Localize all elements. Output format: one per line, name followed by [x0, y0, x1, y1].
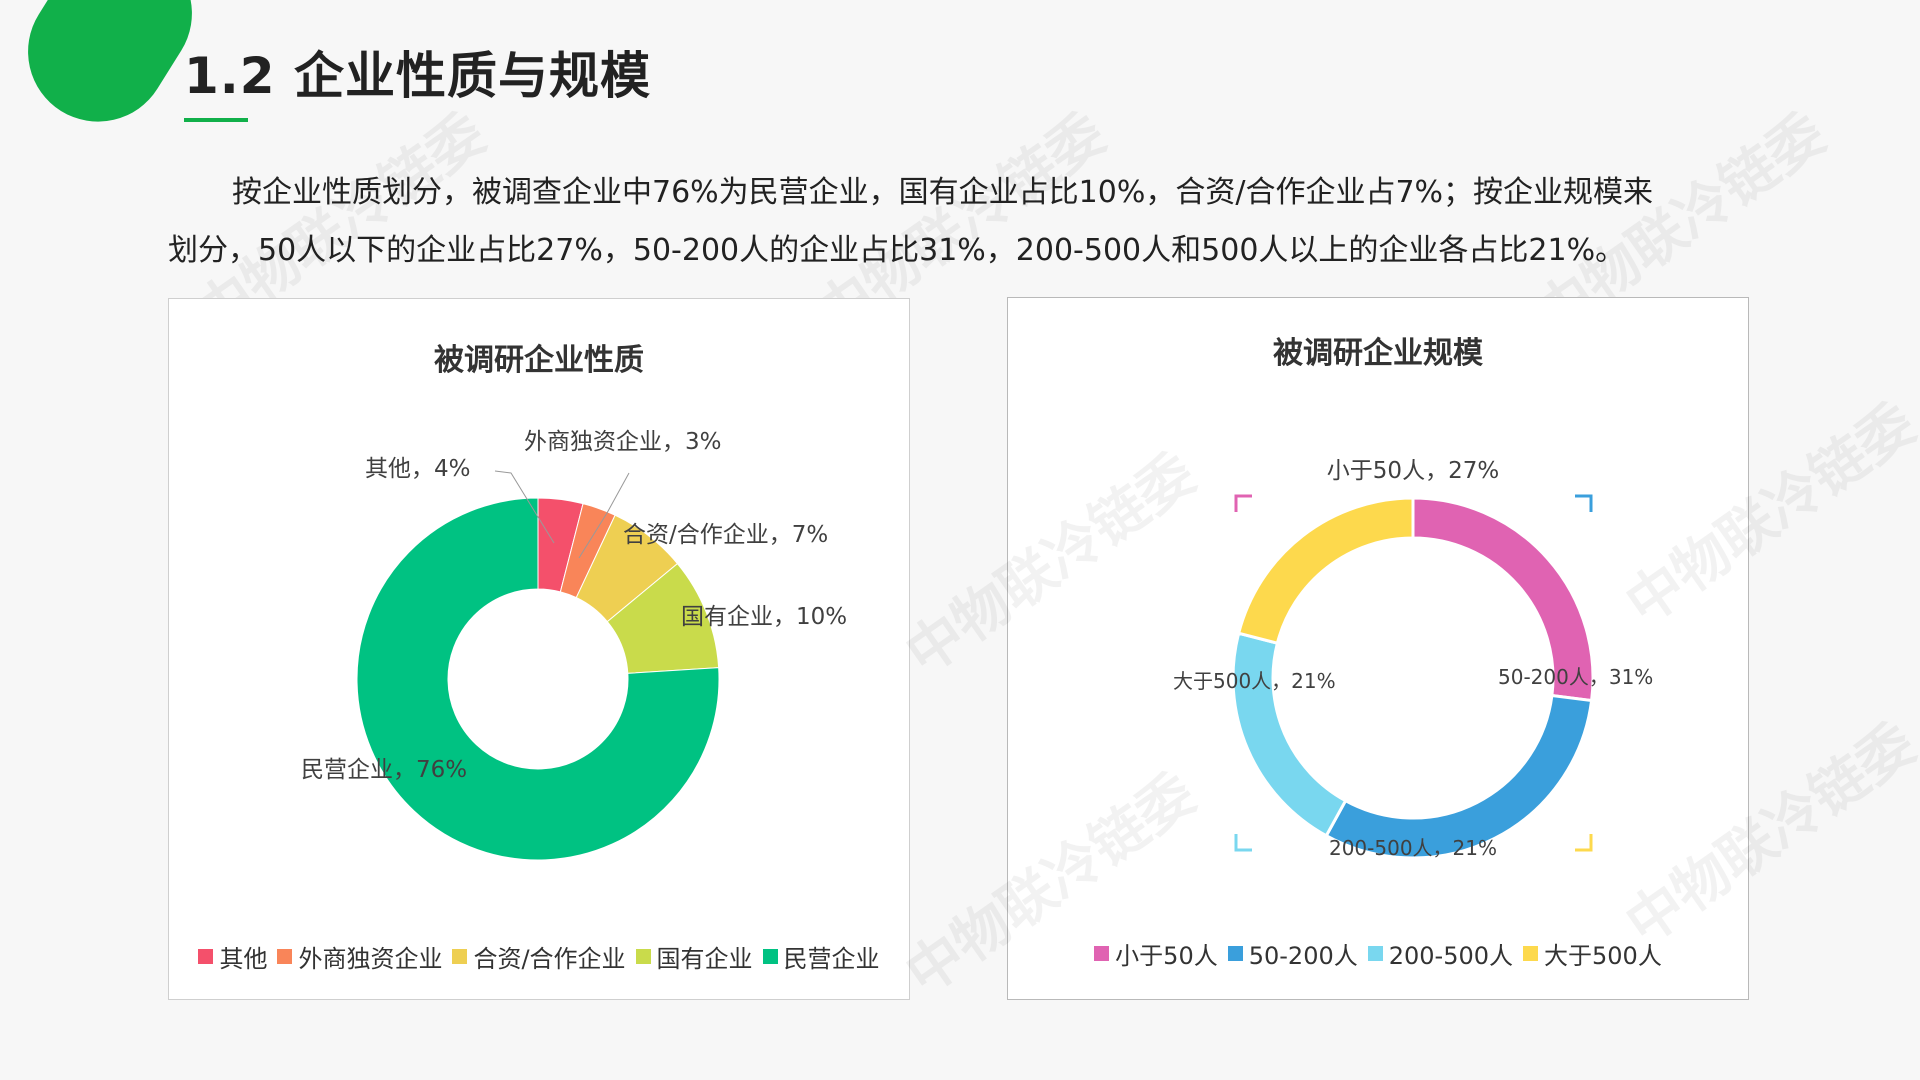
- intro-paragraph: 按企业性质划分，被调查企业中76%为民营企业，国有企业占比10%，合资/合作企业…: [168, 164, 1748, 280]
- data-label: 50-200人，31%: [1498, 665, 1653, 689]
- legend-swatch: [1523, 946, 1539, 961]
- leader-line: [494, 470, 555, 544]
- legend-swatch: [1227, 946, 1243, 961]
- data-label: 其他，4%: [365, 456, 471, 482]
- legend-item-国有企业: 国有企业: [635, 939, 753, 974]
- slice-200-500人: [1231, 631, 1348, 838]
- legend-item-50-200人: 50-200人: [1227, 936, 1358, 971]
- corner-bracket: [1575, 494, 1593, 512]
- leader-line: [578, 472, 630, 559]
- chart-legend: 小于50人 50-200人 200-500人 大于500人: [1008, 936, 1748, 971]
- legend-swatch: [762, 949, 778, 964]
- data-label: 外商独资企业，3%: [524, 429, 722, 455]
- corner-bracket: [1234, 494, 1252, 512]
- data-label: 小于50人，27%: [1327, 458, 1499, 484]
- corner-bracket: [1575, 834, 1593, 852]
- intro-line-2: 划分，50人以下的企业占比27%，50-200人的企业占比31%，200-500…: [168, 233, 1626, 268]
- corner-bracket: [1234, 834, 1252, 852]
- chart-nature-svg: 其他，4% 外商独资企业，3% 合资/合作企业，7% 国有企业，10% 民营企业，76%: [301, 429, 847, 861]
- chart-panel-scale: 被调研企业规模 小于50人，27% 50-200人，31% 200-500人，21%…: [1007, 297, 1749, 1000]
- chart-title: 被调研企业规模: [1273, 336, 1483, 371]
- legend-swatch: [1367, 946, 1383, 961]
- chart-panel-nature: 被调研企业性质 其他，4% 外商独资企业，3% 合资/合作企业，7% 国有企业，10%…: [168, 298, 910, 1000]
- data-label: 国有企业，10%: [681, 604, 847, 630]
- legend-swatch: [452, 949, 468, 964]
- legend-item-200-500人: 200-500人: [1367, 936, 1514, 971]
- legend-label: 外商独资企业: [298, 945, 443, 973]
- legend-label: 合资/合作企业: [473, 945, 626, 973]
- data-label: 200-500人，21%: [1329, 836, 1497, 860]
- data-label: 合资/合作企业，7%: [623, 522, 828, 548]
- legend-item-大于500人: 大于500人: [1523, 936, 1662, 971]
- chart-scale-svg: 小于50人，27% 50-200人，31% 200-500人，21% 大于500人，2…: [1173, 458, 1653, 860]
- legend-item-外商独资企业: 外商独资企业: [277, 939, 442, 974]
- intro-line-1: 按企业性质划分，被调查企业中76%为民营企业，国有企业占比10%，合资/合作企业…: [232, 175, 1654, 210]
- legend-swatch: [198, 949, 214, 964]
- legend-label: 国有企业: [656, 945, 753, 973]
- legend-label: 200-500人: [1388, 942, 1514, 970]
- legend-label: 其他: [219, 945, 268, 973]
- legend-label: 50-200人: [1248, 942, 1358, 970]
- legend-item-民营企业: 民营企业: [762, 939, 880, 974]
- legend-label: 大于500人: [1544, 942, 1662, 970]
- legend-label: 民营企业: [783, 945, 880, 973]
- title-underline: [184, 118, 248, 122]
- chart-title: 被调研企业性质: [434, 343, 644, 378]
- page-title: 1.2 企业性质与规模: [184, 47, 651, 105]
- legend-swatch: [277, 949, 293, 964]
- slice-50-200人: [1324, 693, 1594, 860]
- legend-swatch: [1094, 946, 1110, 961]
- legend-item-小于50人: 小于50人: [1094, 936, 1218, 971]
- data-label: 大于500人，21%: [1173, 669, 1336, 693]
- slice-民营企业: [356, 497, 720, 861]
- legend-item-合资-合作企业: 合资/合作企业: [452, 939, 626, 974]
- chart-legend: 其他 外商独资企业 合资/合作企业 国有企业 民营企业: [169, 939, 909, 974]
- data-label: 民营企业，76%: [301, 757, 467, 783]
- legend-label: 小于50人: [1115, 942, 1218, 970]
- legend-item-其他: 其他: [198, 939, 267, 974]
- legend-swatch: [635, 949, 651, 964]
- slice-大于500人: [1236, 496, 1415, 646]
